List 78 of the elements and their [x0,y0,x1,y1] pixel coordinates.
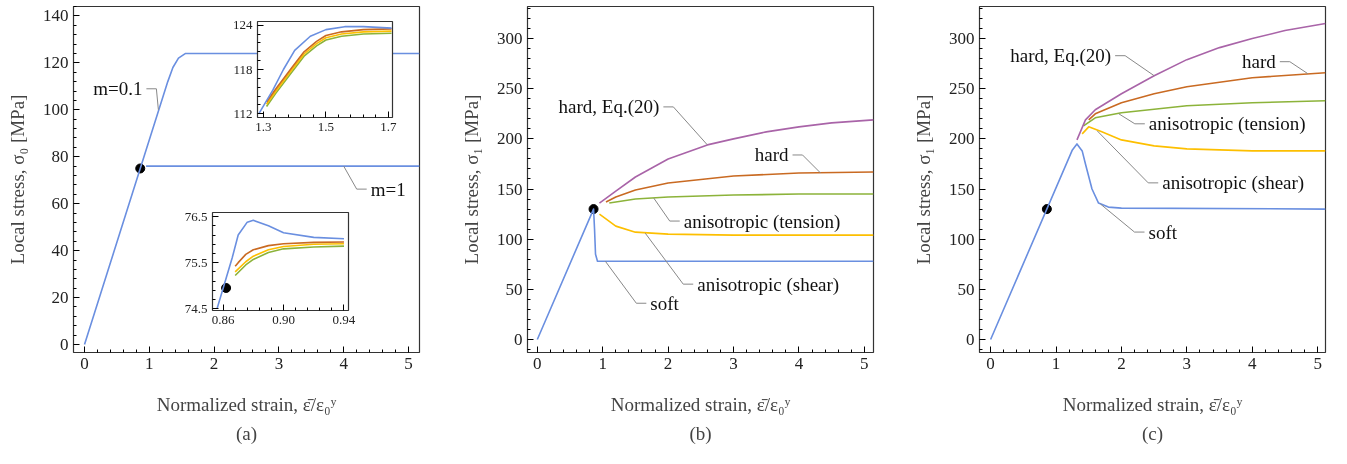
x-tick-label: 1 [598,353,607,373]
y-tick-label: 100 [497,229,523,249]
y-tick-label: 120 [43,53,69,73]
x-tick-label: 3 [729,353,738,373]
x-tick-label: 1.3 [255,118,272,134]
x-tick-label: 3 [274,353,284,373]
y-axis-title: Local stress, σ₀ [MPa] [7,94,28,265]
line-series [608,193,874,204]
y-tick-label: 150 [497,179,523,199]
y-tick-label: 100 [43,100,69,120]
y-tick-label: 75.5 [184,254,208,270]
y-tick-label: 250 [497,79,523,99]
y-tick-label: 80 [51,147,69,167]
x-tick-label: 0.86 [211,311,235,327]
x-tick-label: 5 [404,353,413,373]
y-tick-label: 76.5 [184,208,208,224]
line-series [257,25,393,115]
x-tick-label: 0 [80,353,89,373]
x-tick-label: 2 [1117,353,1126,373]
y-tick-label: 74.5 [184,300,208,316]
x-tick-label: 0.94 [332,311,356,327]
x-axis-title: Normalized strain, ε̄/ε₀ʸ [156,393,337,415]
annotation: m=0.1 [93,78,143,100]
y-tick-label: 300 [949,29,975,49]
x-tick-label: 1 [145,353,154,373]
y-tick-label: 300 [497,29,523,49]
y-tick-label: 118 [233,61,253,77]
x-tick-label: 0 [986,353,995,373]
annotation: anisotropic (tension) [1148,113,1306,136]
y-tick-label: 140 [43,6,69,26]
y-tick-label: 100 [949,229,975,249]
y-tick-label: 60 [51,194,69,214]
annotation: m=1 [370,178,406,200]
annotation: hard, Eq.(20) [558,96,660,119]
y-tick-label: 40 [51,241,69,261]
y-tick-label: 0 [966,329,975,349]
annotation: hard [754,144,790,166]
x-tick-label: 4 [1247,353,1257,373]
y-tick-label: 0 [514,329,523,349]
x-tick-label: 5 [1313,353,1322,373]
line-series [605,171,874,203]
text: (a) [235,422,258,445]
y-tick-label: 150 [949,179,975,199]
x-tick-label: 1 [1051,353,1061,373]
annotation: hard [1242,51,1277,73]
x-tick-label: 4 [339,353,349,373]
y-tick-label: 50 [505,279,523,299]
x-axis-title: Normalized strain, ε̄/ε₀ʸ [610,393,791,415]
x-tick-label: 2 [209,353,219,373]
line-series [216,219,345,310]
x-tick-label: 5 [860,353,869,373]
y-tick-label: 124 [233,17,253,33]
y-tick-label: 200 [949,129,975,149]
annotation: anisotropic (shear) [1162,172,1305,195]
x-tick-label: 1.5 [317,118,335,134]
y-tick-label: 200 [497,129,523,149]
text: (c) [1141,422,1164,445]
annotation: hard, Eq.(20) [1010,45,1112,68]
x-tick-label: 0.90 [272,311,295,327]
annotation: soft [650,292,680,314]
x-tick-label: 3 [1182,353,1192,373]
annotation: soft [1148,221,1178,243]
y-axis-title: Local stress, σ₁ [MPa] [913,94,934,265]
y-tick-label: 250 [949,79,975,99]
x-tick-label: 0 [533,353,542,373]
text: (b) [689,422,712,445]
x-tick-label: 1.7 [380,118,398,134]
y-tick-label: 50 [957,279,975,299]
y-tick-label: 20 [51,288,69,308]
x-tick-label: 4 [794,353,804,373]
annotation: anisotropic (shear) [697,273,840,296]
x-axis-title: Normalized strain, ε̄/ε₀ʸ [1062,393,1243,415]
x-tick-label: 2 [663,353,673,373]
y-tick-label: 0 [60,335,69,355]
line-series [989,143,1326,341]
annotation: anisotropic (tension) [683,210,841,233]
y-axis-title: Local stress, σ₁ [MPa] [461,94,482,265]
y-tick-label: 112 [233,105,253,121]
